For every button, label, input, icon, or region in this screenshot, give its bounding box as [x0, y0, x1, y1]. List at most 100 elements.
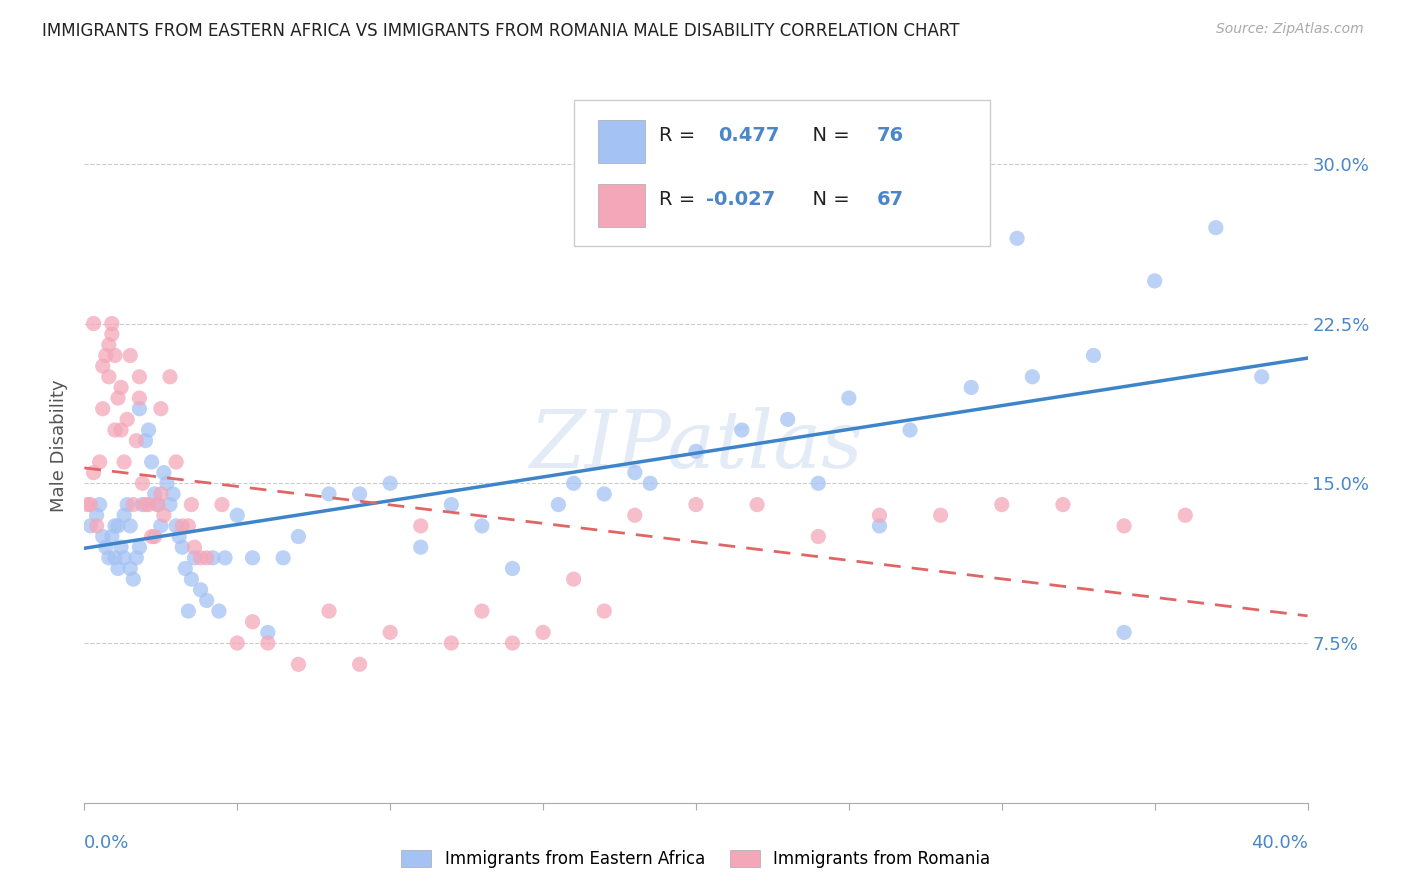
- Point: [112, 508, 135, 523]
- Point: [153, 508, 176, 523]
- Point: [83, 317, 105, 331]
- Point: [409, 519, 432, 533]
- Point: [131, 498, 153, 512]
- Point: [731, 423, 754, 437]
- Point: [141, 455, 163, 469]
- Point: [287, 529, 309, 543]
- Point: [128, 369, 150, 384]
- Point: [1174, 508, 1197, 523]
- Text: 40.0%: 40.0%: [1251, 834, 1308, 852]
- Point: [115, 498, 138, 512]
- Point: [1114, 625, 1136, 640]
- Point: [180, 572, 202, 586]
- Point: [107, 519, 129, 533]
- Point: [183, 550, 205, 565]
- Point: [195, 593, 218, 607]
- Point: [1021, 369, 1043, 384]
- Point: [101, 327, 124, 342]
- Point: [180, 498, 202, 512]
- Point: [104, 550, 127, 565]
- Point: [214, 550, 236, 565]
- Point: [159, 369, 181, 384]
- Text: 76: 76: [877, 126, 904, 145]
- Point: [162, 487, 184, 501]
- Point: [318, 604, 340, 618]
- Point: [135, 498, 157, 512]
- Point: [838, 391, 860, 405]
- Point: [183, 540, 205, 554]
- Point: [380, 625, 402, 640]
- Point: [156, 476, 179, 491]
- Point: [110, 423, 132, 437]
- Point: [89, 498, 111, 512]
- Point: [149, 519, 172, 533]
- Text: R =: R =: [659, 190, 702, 210]
- Point: [97, 338, 120, 352]
- Text: N =: N =: [800, 190, 856, 210]
- Point: [242, 615, 264, 629]
- Point: [471, 604, 494, 618]
- Point: [149, 401, 172, 416]
- Point: [593, 604, 616, 618]
- Point: [1250, 369, 1272, 384]
- Point: [83, 466, 105, 480]
- Point: [531, 625, 554, 640]
- Point: [104, 519, 127, 533]
- Point: [79, 498, 101, 512]
- FancyBboxPatch shape: [574, 100, 990, 246]
- Point: [502, 636, 524, 650]
- Text: N =: N =: [800, 126, 856, 145]
- Point: [104, 349, 127, 363]
- Point: [107, 561, 129, 575]
- Point: [685, 498, 707, 512]
- Point: [135, 434, 157, 448]
- Point: [86, 508, 108, 523]
- Point: [120, 349, 142, 363]
- Point: [211, 498, 233, 512]
- Point: [138, 498, 160, 512]
- Point: [624, 466, 647, 480]
- Point: [112, 455, 135, 469]
- Point: [146, 498, 169, 512]
- Point: [898, 423, 921, 437]
- Point: [685, 444, 707, 458]
- Point: [502, 561, 524, 575]
- Point: [89, 455, 111, 469]
- Point: [91, 401, 114, 416]
- Point: [177, 519, 200, 533]
- Point: [167, 529, 190, 543]
- Point: [122, 498, 145, 512]
- Point: [471, 519, 494, 533]
- Point: [125, 434, 148, 448]
- Point: [869, 508, 891, 523]
- Point: [318, 487, 340, 501]
- Point: [128, 540, 150, 554]
- Text: -0.027: -0.027: [706, 190, 775, 210]
- Point: [112, 550, 135, 565]
- Point: [110, 540, 132, 554]
- Point: [131, 476, 153, 491]
- Point: [153, 466, 176, 480]
- Point: [115, 412, 138, 426]
- Point: [120, 561, 142, 575]
- Point: [86, 519, 108, 533]
- Point: [1205, 220, 1227, 235]
- Text: 0.477: 0.477: [718, 126, 779, 145]
- Point: [128, 401, 150, 416]
- Point: [122, 572, 145, 586]
- Point: [91, 359, 114, 373]
- Point: [104, 423, 127, 437]
- Point: [991, 498, 1014, 512]
- Point: [562, 572, 585, 586]
- Point: [165, 455, 187, 469]
- Point: [1052, 498, 1074, 512]
- Point: [97, 550, 120, 565]
- Point: [107, 391, 129, 405]
- Legend: Immigrants from Eastern Africa, Immigrants from Romania: Immigrants from Eastern Africa, Immigran…: [394, 842, 998, 877]
- Point: [201, 550, 224, 565]
- Text: 0.0%: 0.0%: [84, 834, 129, 852]
- Point: [174, 561, 197, 575]
- Point: [146, 498, 169, 512]
- Point: [547, 498, 569, 512]
- Point: [1114, 519, 1136, 533]
